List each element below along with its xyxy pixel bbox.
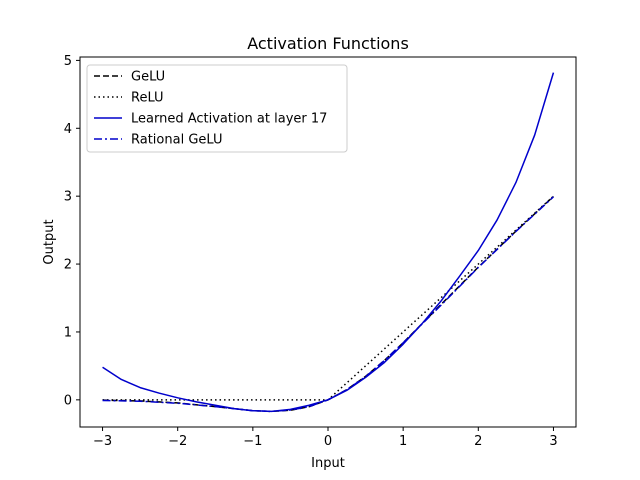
y-tick-label: 5 [64,54,72,69]
x-tick-label: −1 [243,434,262,449]
y-tick-label: 2 [64,258,72,273]
x-tick-label: 3 [549,434,557,449]
plot-area [102,72,555,413]
y-tick-label: 3 [64,190,72,205]
y-tick-label: 1 [64,325,72,340]
legend: GeLU ReLU Learned Activation at layer 17 Ra… [86,64,348,153]
x-tick-label: 1 [399,434,407,449]
chart-title: Activation Functions [247,34,409,53]
legend-label-4: Rational GeLU [131,133,223,148]
y-axis-label: Output [42,219,57,264]
legend-label-1: GeLU [131,70,165,85]
series-line-4 [102,196,554,413]
x-axis: −3 −2 −1 0 1 2 3 [93,427,558,449]
x-tick-label: 0 [324,434,332,449]
x-tick-label: −3 [93,434,112,449]
y-axis: 0 1 2 3 4 5 [64,54,80,408]
legend-box [86,64,348,153]
x-axis-label: Input [311,456,345,471]
legend-label-2: ReLU [131,91,164,106]
x-tick-label: −2 [168,434,187,449]
x-tick-label: 2 [474,434,482,449]
y-tick-label: 4 [64,122,72,137]
legend-label-3: Learned Activation at layer 17 [131,112,327,127]
y-tick-label: 0 [64,393,72,408]
